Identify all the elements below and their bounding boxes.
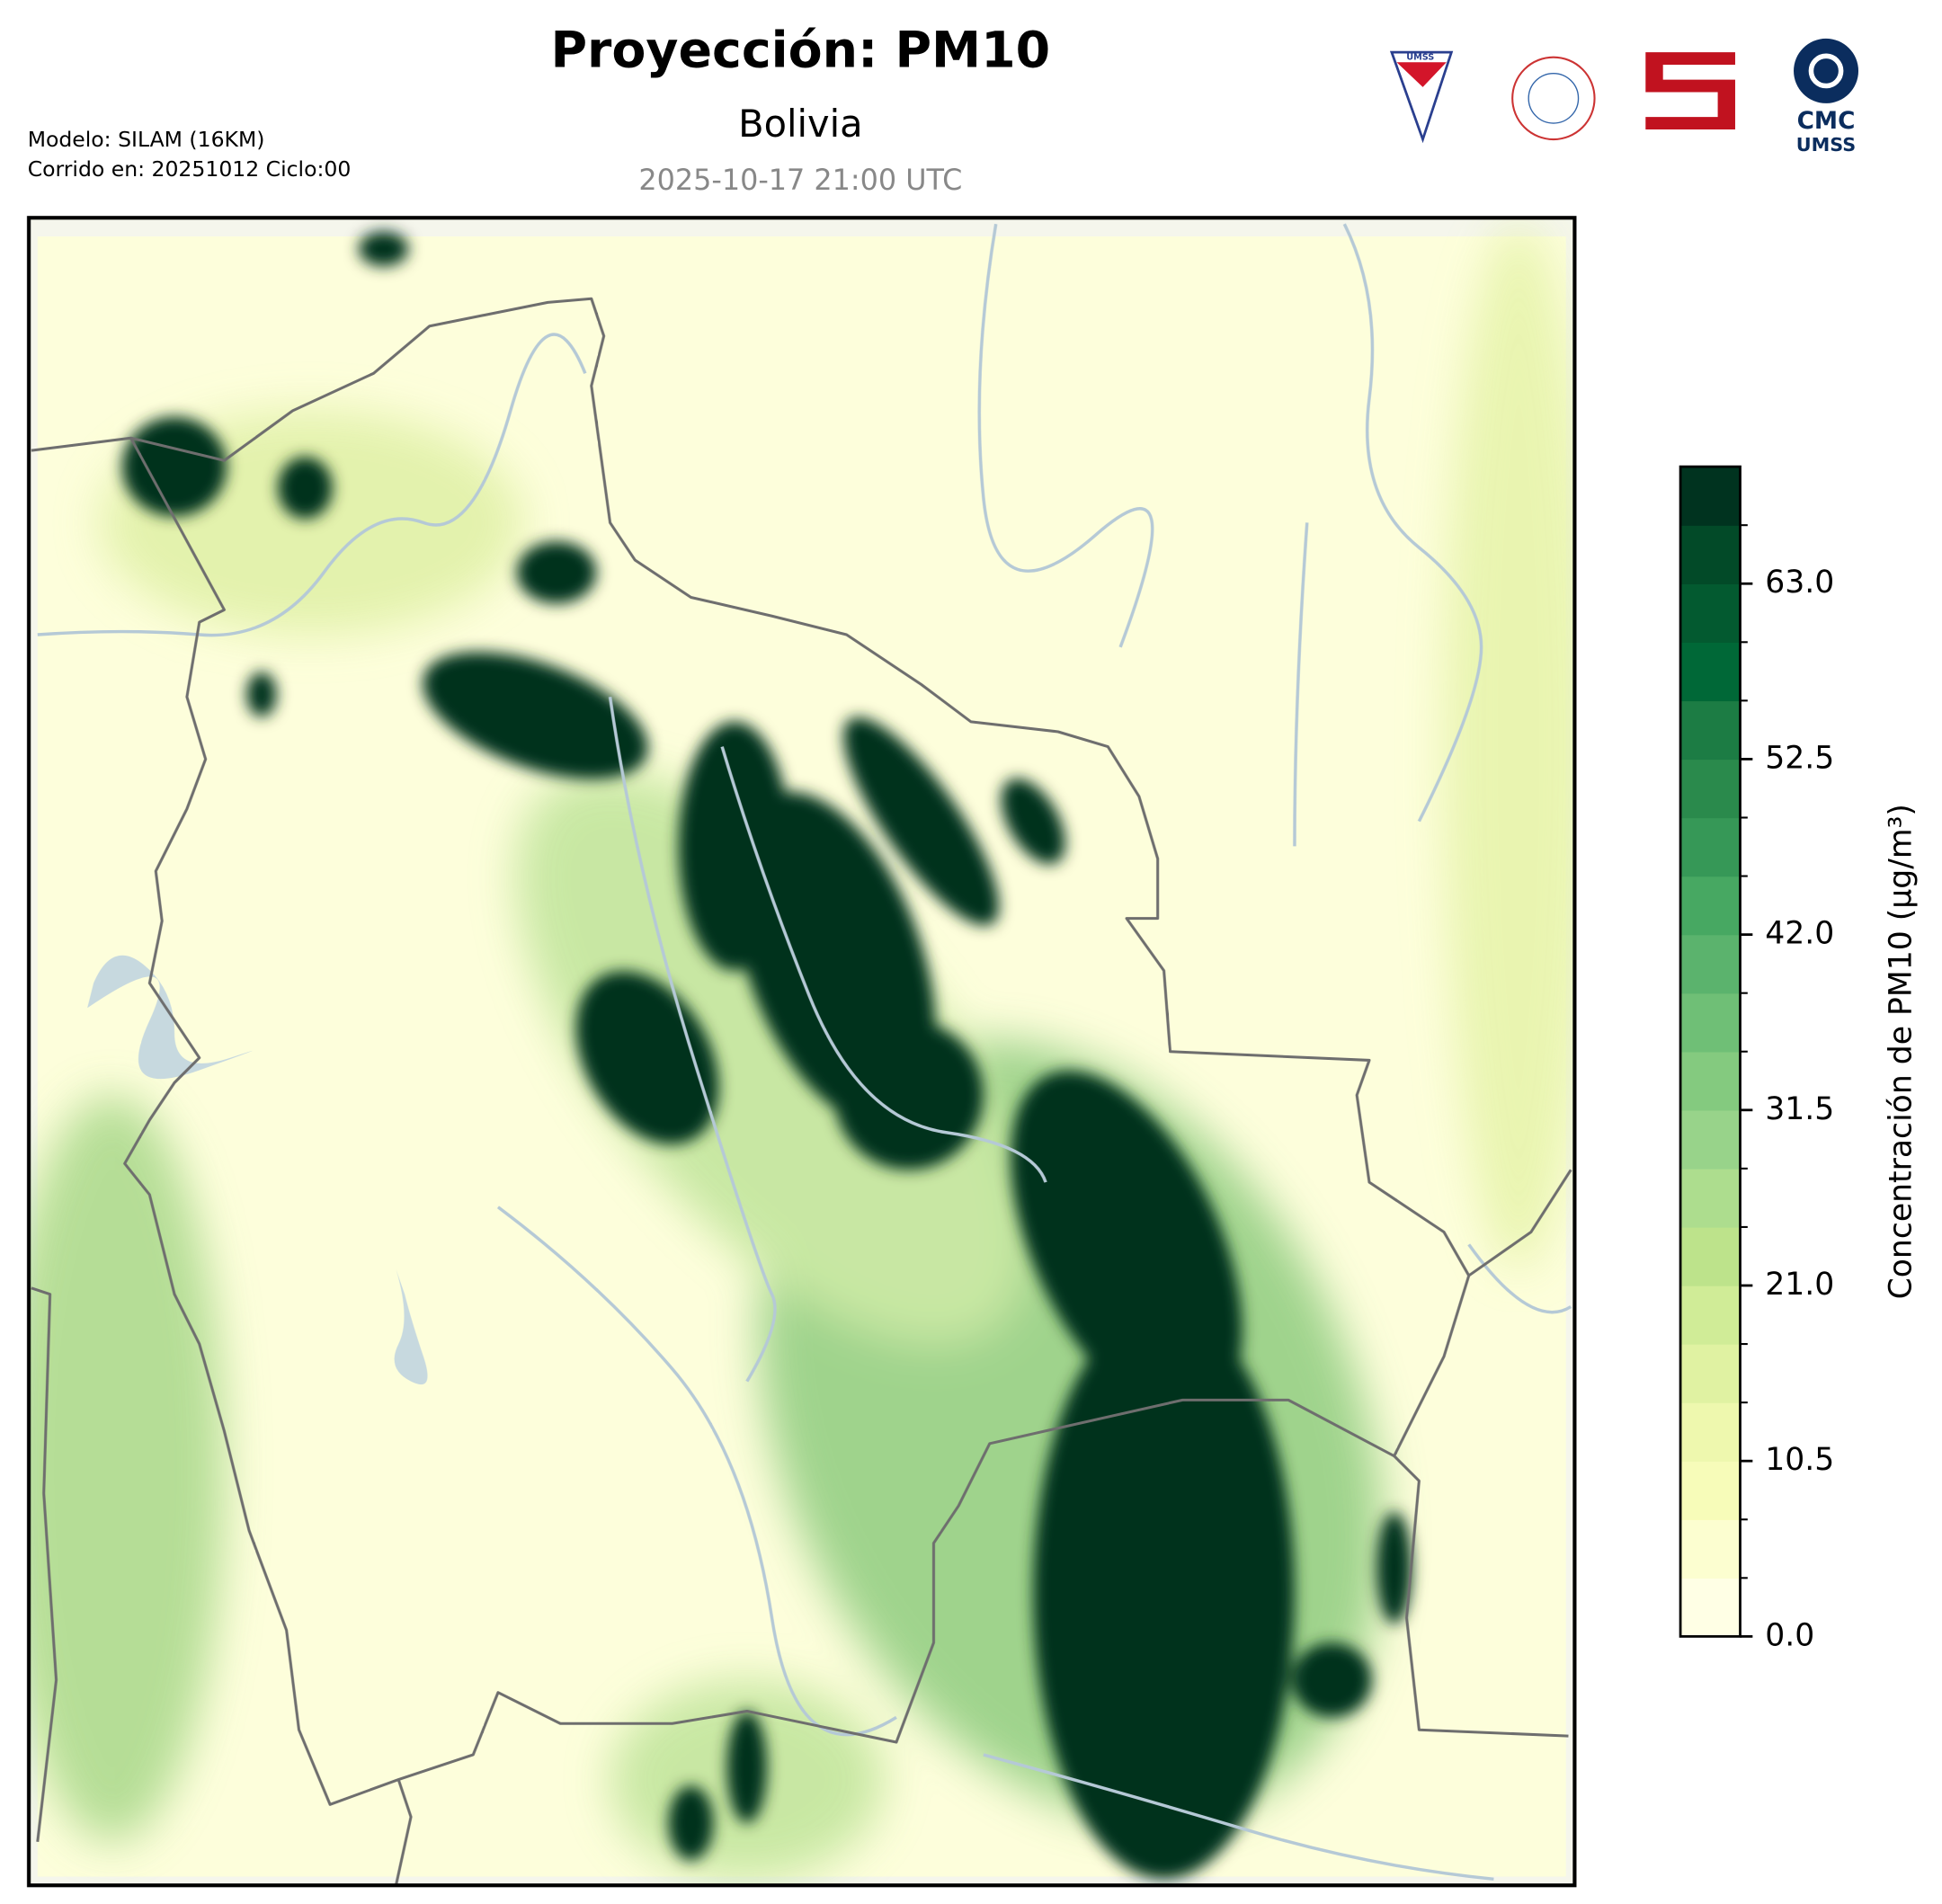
logo-umss (1389, 50, 1454, 144)
colorbar-band (1680, 759, 1741, 819)
colorbar-band (1680, 1226, 1741, 1286)
colorbar-band (1680, 1109, 1741, 1170)
logo-fcyt (1645, 52, 1735, 129)
colorbar-tick-label: 42.0 (1765, 916, 1834, 952)
logo-cmc-sub: UMSS (1796, 134, 1856, 156)
colorbar-band (1680, 876, 1741, 936)
colorbar-band (1680, 817, 1741, 877)
colorbar-band (1680, 1461, 1741, 1520)
colorbar-tick-label: 63.0 (1765, 565, 1834, 601)
colorbar-band (1680, 1168, 1741, 1228)
subtitle: Bolivia (738, 102, 863, 146)
rivers (37, 223, 1572, 1882)
colorbar-band (1680, 934, 1741, 994)
colorbar-band (1680, 1519, 1741, 1579)
run-info: Corrido en: 20251012 Ciclo:00 (28, 156, 352, 182)
logos: UMSS CMC UMSS (1389, 38, 1859, 156)
logo-umss-red (1396, 62, 1447, 87)
map (29, 218, 1575, 1886)
colorbar-tick-label: 0.0 (1765, 1617, 1814, 1653)
borders (31, 297, 1572, 1886)
colorbar-tick-label: 10.5 (1765, 1442, 1834, 1478)
colorbar-band (1680, 1578, 1741, 1638)
lake-poopo (394, 1269, 428, 1385)
logo-umss-text: UMSS (1406, 53, 1434, 63)
colorbar-band (1680, 992, 1741, 1053)
colorbar-band (1680, 1285, 1741, 1345)
logo-cmc-ring (1808, 53, 1844, 89)
colorbar-band (1680, 1051, 1741, 1111)
colorbar-tick-label: 52.5 (1765, 740, 1834, 776)
timestamp: 2025-10-17 21:00 UTC (638, 163, 962, 197)
logo-cmc (1794, 38, 1859, 103)
colorbar-band (1680, 1402, 1741, 1462)
logo-cmc-text: CMC (1797, 108, 1856, 135)
colorbar-band (1680, 467, 1741, 526)
colorbar-band (1680, 700, 1741, 761)
colorbar-band (1680, 583, 1741, 643)
colorbar-band (1680, 642, 1741, 702)
colorbar-tick-label: 21.0 (1765, 1267, 1834, 1303)
colorbar-band (1680, 1344, 1741, 1403)
map-frame (26, 216, 1577, 1888)
logo-fisica (1511, 56, 1596, 141)
colorbar-tick-label: 31.5 (1765, 1091, 1834, 1127)
logo-fisica-inner (1528, 72, 1580, 124)
model-info: Modelo: SILAM (16KM) (28, 127, 265, 152)
colorbar-label: Concentración de PM10 (µg/m³) (1883, 804, 1919, 1299)
plume (121, 231, 1412, 1880)
title: Proyección: PM10 (550, 22, 1050, 80)
colorbar-frame (1679, 465, 1742, 1638)
lake-titicaca (87, 955, 253, 1080)
colorbar-band (1680, 525, 1741, 584)
